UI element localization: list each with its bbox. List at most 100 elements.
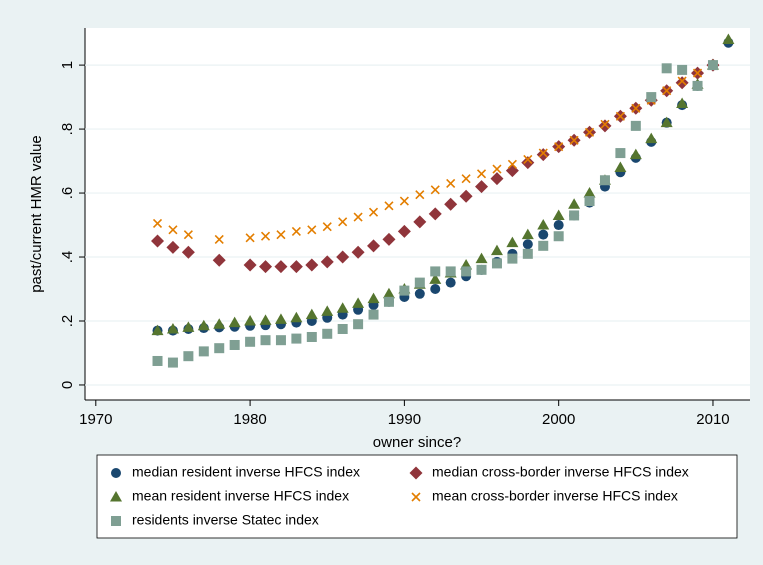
data-point <box>569 210 580 221</box>
data-point <box>260 335 271 346</box>
legend-label: median resident inverse HFCS index <box>132 464 360 480</box>
x-tick-label: 1990 <box>388 411 421 428</box>
data-point <box>428 207 442 221</box>
data-point <box>553 231 564 242</box>
data-point <box>320 255 334 269</box>
data-point <box>598 119 612 133</box>
data-point <box>630 120 641 131</box>
x-tick-label: 1980 <box>233 411 266 428</box>
data-point <box>212 253 226 267</box>
data-point <box>274 260 288 274</box>
data-point <box>306 331 317 342</box>
legend-marker <box>110 491 122 502</box>
data-point <box>599 175 610 186</box>
data-point <box>384 201 394 211</box>
data-point <box>692 80 703 91</box>
y-tick-label: .4 <box>59 251 76 264</box>
data-point <box>445 277 456 288</box>
data-point <box>338 217 348 227</box>
data-point <box>321 305 334 316</box>
data-point <box>382 287 395 299</box>
data-point <box>368 207 379 217</box>
data-point <box>600 119 610 129</box>
data-point <box>275 335 286 346</box>
data-point <box>290 311 303 323</box>
data-point <box>397 224 411 238</box>
data-point <box>168 225 178 235</box>
data-point <box>151 234 165 248</box>
data-point <box>584 196 595 207</box>
data-point <box>661 63 672 74</box>
data-point <box>244 314 257 326</box>
data-point <box>506 236 519 248</box>
data-point <box>584 127 595 137</box>
data-point <box>368 309 379 320</box>
data-point <box>538 240 549 251</box>
data-point <box>476 169 487 179</box>
data-point <box>167 357 178 368</box>
data-point <box>492 164 502 174</box>
data-point <box>305 258 319 272</box>
data-point <box>322 328 333 339</box>
data-point <box>444 197 458 211</box>
data-point <box>229 339 240 350</box>
data-point <box>305 308 318 320</box>
data-point <box>662 86 672 96</box>
data-point <box>152 218 163 229</box>
legend-marker <box>409 466 423 480</box>
data-point <box>629 148 642 160</box>
data-point <box>198 346 209 357</box>
data-point <box>276 230 286 240</box>
x-tick-label: 2010 <box>696 411 729 428</box>
data-point <box>430 266 441 277</box>
legend-label: residents inverse Statec index <box>132 512 319 528</box>
data-point <box>445 266 456 277</box>
data-point <box>351 245 365 259</box>
data-point <box>523 154 533 165</box>
data-point <box>521 228 534 240</box>
data-point <box>476 264 487 275</box>
x-tick-label: 1970 <box>79 411 112 428</box>
data-point <box>461 174 471 184</box>
data-point <box>552 209 565 220</box>
data-point <box>243 258 257 272</box>
y-tick-label: .6 <box>59 187 76 200</box>
data-point <box>475 252 488 264</box>
data-point <box>382 232 396 246</box>
legend-marker <box>411 492 421 502</box>
data-point <box>399 285 410 296</box>
data-point <box>352 297 365 308</box>
data-point <box>522 248 533 259</box>
data-point <box>507 159 517 169</box>
legend-label: mean cross-border inverse HFCS index <box>432 488 678 504</box>
data-point <box>677 64 688 75</box>
data-point <box>430 185 440 195</box>
data-point <box>291 333 302 344</box>
data-point <box>337 323 348 334</box>
data-point <box>615 111 625 121</box>
data-point <box>259 314 272 325</box>
x-axis-title: owner since? <box>373 434 461 451</box>
data-point <box>151 324 164 336</box>
data-point <box>260 231 271 241</box>
data-point <box>645 132 658 144</box>
data-point <box>553 220 564 231</box>
y-tick-label: .2 <box>59 315 76 328</box>
data-point <box>430 284 441 295</box>
data-point <box>459 189 473 203</box>
data-point <box>676 97 689 108</box>
data-point <box>367 239 381 253</box>
data-point <box>353 212 363 222</box>
data-point <box>569 135 579 145</box>
data-point <box>214 343 225 354</box>
data-point <box>289 260 303 274</box>
data-point <box>291 226 301 236</box>
data-point <box>307 225 317 235</box>
legend-label: mean resident inverse HFCS index <box>132 488 349 504</box>
data-point <box>646 92 657 103</box>
data-point <box>336 250 350 264</box>
data-point <box>383 296 394 307</box>
legend-label: median cross-border inverse HFCS index <box>432 464 689 480</box>
data-point <box>197 319 210 331</box>
